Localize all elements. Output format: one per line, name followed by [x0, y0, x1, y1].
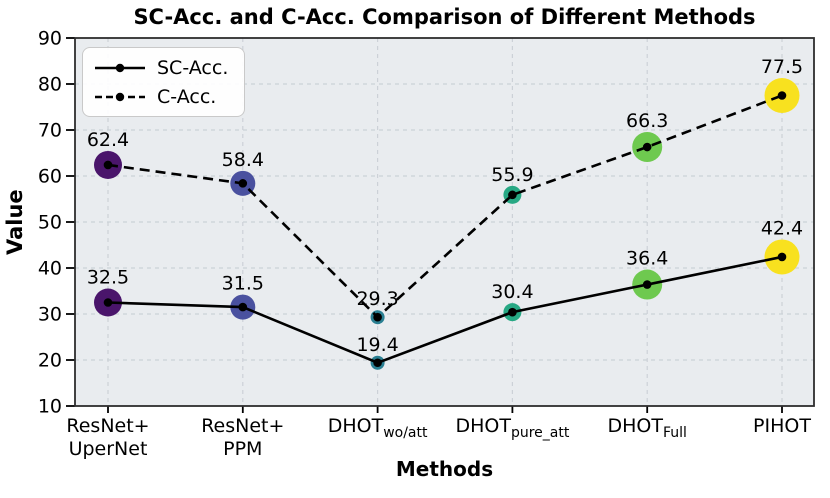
y-tick-label: 80: [38, 74, 62, 96]
point-dot: [103, 160, 113, 170]
y-tick-label: 70: [38, 120, 62, 142]
y-tick-label: 40: [38, 258, 62, 280]
x-tick-label: PIHOT: [753, 415, 811, 437]
legend-item-sc-acc: SC-Acc.: [94, 53, 228, 82]
value-label: 32.5: [87, 267, 129, 289]
point-dot: [642, 280, 652, 289]
point-dot: [642, 142, 652, 152]
legend-label-sc-acc: SC-Acc.: [157, 56, 229, 79]
x-tick-label: ResNet+ PPM: [201, 415, 284, 460]
value-label: 42.4: [761, 217, 803, 239]
x-tick-label: ResNet+ UperNet: [66, 415, 149, 460]
legend-item-c-acc: C-Acc.: [94, 82, 228, 111]
point-dot: [238, 302, 248, 312]
value-label: 31.5: [222, 273, 264, 295]
value-label: 36.4: [626, 248, 668, 270]
value-label: 77.5: [761, 56, 803, 78]
axes-spines: [74, 37, 815, 407]
y-tick-label: 20: [38, 350, 62, 372]
solid-line-marker-icon: [95, 63, 145, 72]
point-dot: [103, 298, 113, 307]
point-dot: [373, 312, 382, 322]
y-tick-label: 50: [38, 212, 62, 234]
point-dot: [373, 358, 382, 368]
x-axis-label: Methods: [395, 457, 494, 481]
legend-label-c-acc: C-Acc.: [157, 85, 217, 108]
value-label: 62.4: [87, 129, 129, 151]
point-dot: [777, 252, 787, 262]
legend: SC-Acc. C-Acc.: [82, 47, 246, 117]
chart-title: SC-Acc. and C-Acc. Comparison of Differe…: [133, 5, 756, 29]
y-tick-label: 10: [38, 396, 62, 418]
y-axis-label: Value: [3, 189, 27, 255]
dashed-line-marker-icon: [95, 92, 145, 101]
y-tick-label: 90: [38, 28, 62, 50]
y-axis: 10 20 30 40 50 60 70 80 90: [38, 28, 75, 418]
x-axis: ResNet+ UperNet ResNet+ PPM DHOTwo/att DHOTpu…: [66, 406, 811, 460]
value-label: 30.4: [491, 281, 533, 303]
y-tick-label: 30: [38, 304, 62, 326]
point-dot: [238, 179, 248, 188]
point-dot: [508, 307, 517, 317]
series-line-c-acc: [107, 94, 783, 320]
y-tick-label: 60: [38, 166, 62, 188]
series-line-sc-acc: [107, 255, 783, 365]
point-dot: [508, 190, 517, 200]
value-label: 55.9: [491, 164, 533, 186]
x-tick-label: DHOTpure_att: [455, 415, 569, 441]
value-label: 58.4: [222, 149, 264, 171]
point-dot: [777, 91, 787, 100]
point-dots: [103, 91, 787, 368]
value-label: 29.3: [356, 288, 398, 310]
value-label: 19.4: [356, 334, 398, 356]
value-labels: 32.5 31.5 19.4 30.4 36.4 42.4 62.4 58.4 29.3 55.9…: [87, 56, 803, 356]
value-label: 66.3: [626, 110, 668, 132]
gridlines: [75, 38, 814, 406]
x-tick-label: DHOTwo/att: [328, 415, 428, 441]
x-tick-label: DHOTFull: [607, 415, 686, 441]
